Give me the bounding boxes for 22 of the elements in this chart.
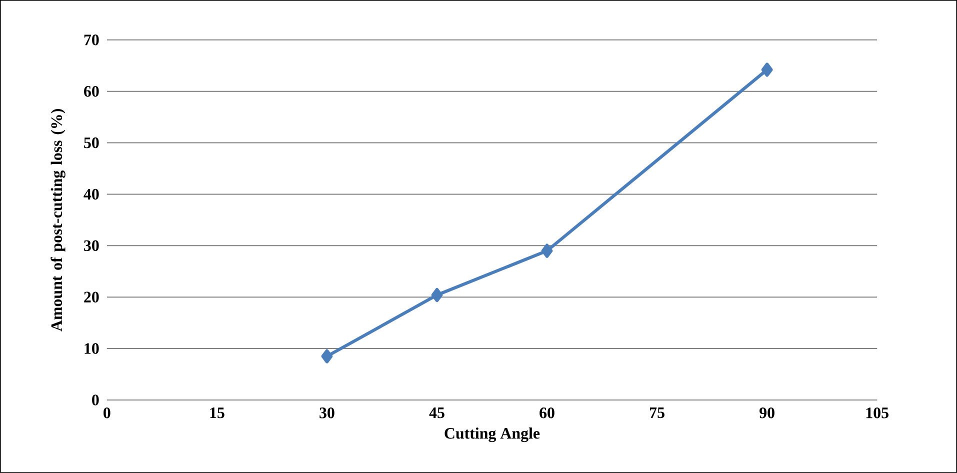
y-axis-title: Amount of post-cutting loss (%) [50, 109, 66, 332]
point [541, 244, 553, 258]
point [321, 349, 333, 364]
x-tick-label: 105 [866, 408, 888, 418]
point [431, 288, 443, 302]
x-tick-label: 30 [320, 408, 334, 418]
y-tick-label: 10 [84, 343, 99, 354]
y-tick-label: 20 [84, 292, 99, 303]
x-tick-label: 0 [104, 408, 110, 418]
x-tick-label: 60 [540, 408, 554, 418]
y-tick-label: 70 [84, 34, 99, 46]
y-tick-label: 50 [84, 137, 99, 148]
y-tick-label: 60 [84, 86, 99, 97]
x-tick-label: 15 [210, 408, 224, 418]
point [761, 62, 773, 77]
y-tick-label: 0 [92, 394, 99, 406]
x-tick-label: 90 [760, 408, 774, 418]
x-tick-label: 75 [650, 408, 664, 418]
x-axis-title: Cutting Angle [444, 428, 540, 442]
y-tick-label: 30 [84, 240, 99, 252]
y-tick-label: 40 [84, 188, 99, 200]
x-tick-label: 45 [429, 408, 444, 418]
